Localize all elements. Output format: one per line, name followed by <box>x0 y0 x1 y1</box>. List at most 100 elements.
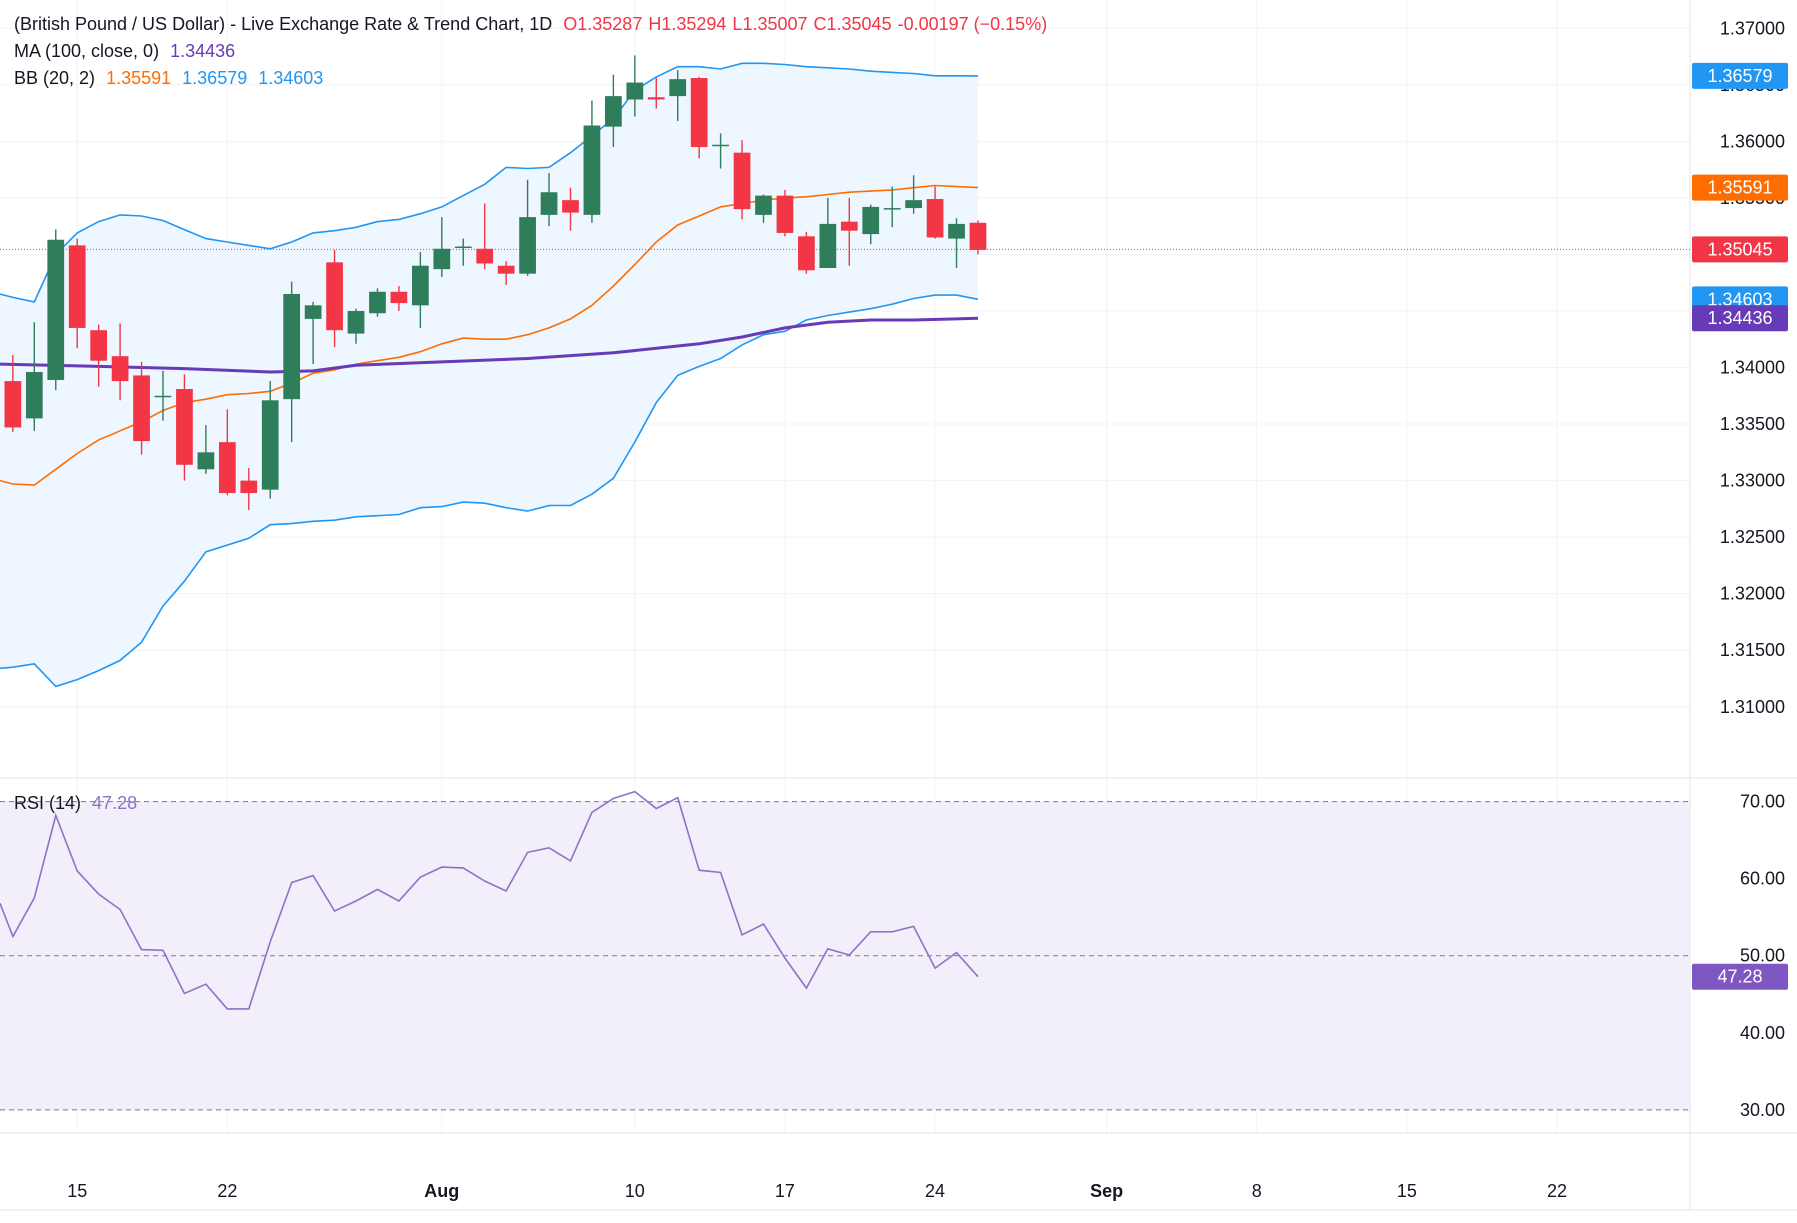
candle[interactable] <box>562 187 579 231</box>
candle-body <box>690 78 708 148</box>
candle[interactable] <box>519 179 536 276</box>
candle[interactable] <box>90 324 108 387</box>
candle[interactable] <box>883 186 901 228</box>
candle[interactable] <box>133 361 150 455</box>
candle[interactable] <box>390 286 408 311</box>
time-tick-label: Aug <box>424 1181 459 1201</box>
candle[interactable] <box>712 133 729 169</box>
price-tick-label: 1.31500 <box>1720 640 1785 660</box>
candle[interactable] <box>647 78 665 109</box>
price-tag-bg <box>1692 174 1788 201</box>
price-tag-text: 1.36579 <box>1707 66 1772 86</box>
candle-body <box>176 389 193 465</box>
candle[interactable] <box>154 370 172 421</box>
price-tick-label: 1.37000 <box>1720 18 1785 38</box>
candle-body <box>819 223 837 269</box>
candle[interactable] <box>111 323 129 401</box>
candle[interactable] <box>690 76 708 159</box>
candle-body <box>647 97 665 100</box>
candle[interactable] <box>476 203 494 270</box>
close-value: 1.35045 <box>826 14 892 34</box>
candle[interactable] <box>261 381 279 499</box>
candle[interactable] <box>605 74 622 148</box>
candle[interactable] <box>540 173 558 227</box>
bollinger-band-fill <box>0 63 978 687</box>
candle[interactable] <box>176 374 193 481</box>
candle[interactable] <box>218 409 236 496</box>
candle[interactable] <box>798 231 815 274</box>
candle-body <box>133 375 150 442</box>
candle[interactable] <box>926 186 944 239</box>
candle-body <box>862 206 880 235</box>
candle-body <box>261 400 279 490</box>
time-axis[interactable]: 15 22 Aug 10 17 24 Sep 8 15 22 <box>67 1181 1567 1201</box>
bb-legend[interactable]: BB (20, 2) 1.35591 1.36579 1.34603 <box>14 68 329 89</box>
candle-body <box>47 239 65 380</box>
candle[interactable] <box>948 218 965 269</box>
candle-body <box>626 82 644 100</box>
ma-legend[interactable]: MA (100, close, 0) 1.34436 <box>14 41 241 62</box>
candle[interactable] <box>776 189 794 237</box>
candle-body <box>90 330 108 361</box>
open-value: 1.35287 <box>577 14 643 34</box>
candle[interactable] <box>347 308 365 344</box>
rsi-pane[interactable] <box>0 790 1690 1111</box>
price-tag-text: 1.34436 <box>1707 308 1772 328</box>
candle-body <box>476 248 494 264</box>
high-value: 1.35294 <box>661 14 727 34</box>
candle[interactable] <box>733 140 751 220</box>
price-tag-bg <box>1692 62 1788 89</box>
candle[interactable] <box>497 261 515 285</box>
candle[interactable] <box>755 194 772 223</box>
candle[interactable] <box>283 281 301 443</box>
candle-body <box>497 265 515 274</box>
time-tick-label: 22 <box>217 1181 237 1201</box>
candle[interactable] <box>369 288 386 317</box>
candle[interactable] <box>969 220 987 255</box>
candle-body <box>712 144 729 147</box>
candle[interactable] <box>240 468 258 510</box>
candle-body <box>798 236 815 271</box>
candle[interactable] <box>669 70 687 121</box>
candle[interactable] <box>862 204 880 245</box>
candle-body <box>68 245 86 328</box>
candle[interactable] <box>47 229 65 391</box>
candle-body <box>347 310 365 334</box>
candle[interactable] <box>583 100 601 223</box>
high-label: H <box>648 14 662 34</box>
rsi-legend[interactable]: RSI (14) 47.28 <box>14 793 143 814</box>
price-tick-label: 1.32000 <box>1720 584 1785 604</box>
candle[interactable] <box>840 197 858 266</box>
candle[interactable] <box>626 55 644 117</box>
candle[interactable] <box>68 238 86 349</box>
candle-body <box>669 79 687 97</box>
candle[interactable] <box>4 355 22 432</box>
candle[interactable] <box>905 175 922 214</box>
candle-body <box>583 125 601 215</box>
price-tag-bb-upper: 1.36579 <box>1692 62 1788 89</box>
price-tag-bg <box>1692 305 1788 332</box>
candle-body <box>840 221 858 231</box>
time-tick-label: 10 <box>625 1181 645 1201</box>
candle[interactable] <box>197 425 215 474</box>
candle-body <box>969 222 987 250</box>
candle[interactable] <box>454 238 472 266</box>
ma-value: 1.34436 <box>170 41 236 61</box>
candle[interactable] <box>304 301 322 365</box>
candle[interactable] <box>25 322 43 431</box>
candle[interactable] <box>411 252 429 328</box>
low-value: 1.35007 <box>742 14 808 34</box>
candles[interactable] <box>4 55 987 510</box>
candle-body <box>4 381 22 428</box>
candle-body <box>883 208 901 210</box>
candle[interactable] <box>819 197 837 269</box>
candle[interactable] <box>326 249 343 348</box>
price-tag-text: 1.35045 <box>1707 239 1772 259</box>
candle-body <box>218 442 236 494</box>
candle-body <box>562 200 579 213</box>
candle-body <box>454 246 472 249</box>
candle-body <box>433 248 451 270</box>
candle[interactable] <box>433 217 451 278</box>
